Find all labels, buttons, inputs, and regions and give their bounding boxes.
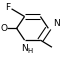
Text: O: O bbox=[0, 24, 7, 33]
Text: H: H bbox=[28, 48, 33, 54]
Text: N: N bbox=[21, 44, 28, 53]
Text: N: N bbox=[53, 19, 60, 28]
Text: F: F bbox=[5, 3, 10, 12]
